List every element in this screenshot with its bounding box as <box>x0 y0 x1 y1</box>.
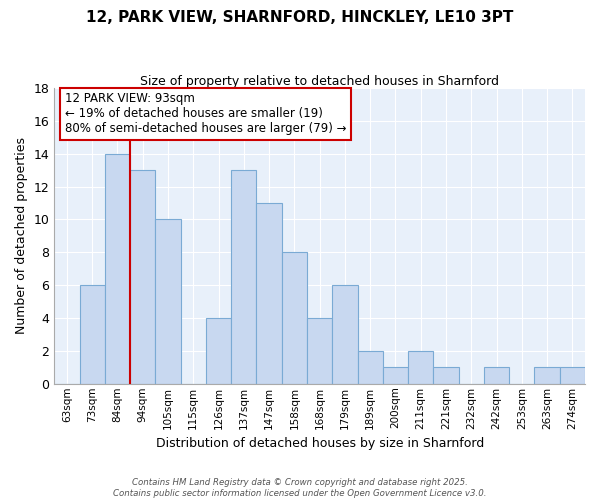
Text: Contains HM Land Registry data © Crown copyright and database right 2025.
Contai: Contains HM Land Registry data © Crown c… <box>113 478 487 498</box>
Bar <box>535 368 560 384</box>
Bar <box>358 351 383 384</box>
Bar <box>206 318 231 384</box>
Bar <box>484 368 509 384</box>
Bar <box>560 368 585 384</box>
Text: 12 PARK VIEW: 93sqm
← 19% of detached houses are smaller (19)
80% of semi-detach: 12 PARK VIEW: 93sqm ← 19% of detached ho… <box>65 92 346 136</box>
Bar <box>80 285 105 384</box>
Y-axis label: Number of detached properties: Number of detached properties <box>15 138 28 334</box>
Bar <box>155 220 181 384</box>
Bar <box>231 170 256 384</box>
Bar <box>105 154 130 384</box>
Bar <box>282 252 307 384</box>
Bar <box>408 351 433 384</box>
Bar <box>383 368 408 384</box>
Bar <box>307 318 332 384</box>
Bar <box>256 203 282 384</box>
Title: Size of property relative to detached houses in Sharnford: Size of property relative to detached ho… <box>140 75 499 88</box>
Bar <box>332 285 358 384</box>
Text: 12, PARK VIEW, SHARNFORD, HINCKLEY, LE10 3PT: 12, PARK VIEW, SHARNFORD, HINCKLEY, LE10… <box>86 10 514 25</box>
X-axis label: Distribution of detached houses by size in Sharnford: Distribution of detached houses by size … <box>155 437 484 450</box>
Bar <box>433 368 458 384</box>
Bar <box>130 170 155 384</box>
